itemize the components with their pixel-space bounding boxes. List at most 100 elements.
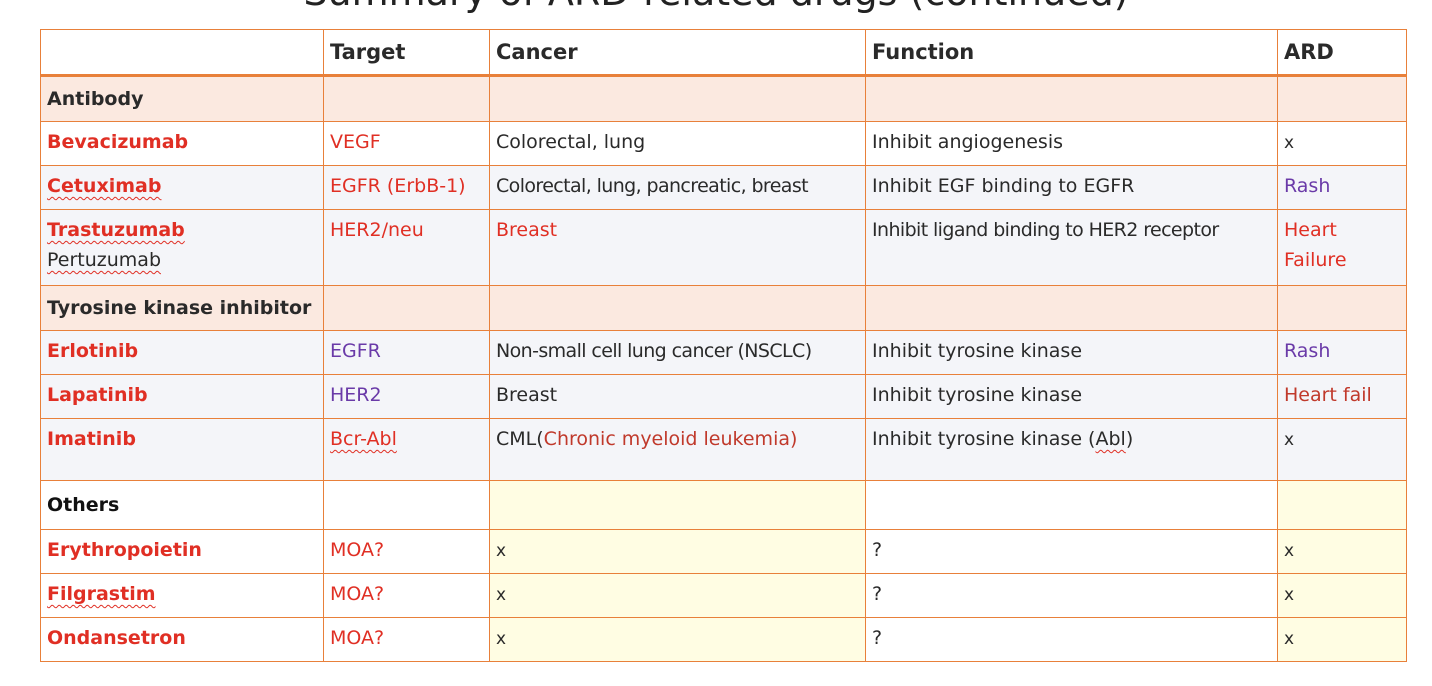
target-value: MOA? <box>330 627 385 649</box>
drug-name-cell: Bevacizumab <box>40 121 324 166</box>
ard-value: x <box>1284 541 1295 561</box>
drug-name: Erlotinib <box>47 340 139 362</box>
drug-name: Lapatinib <box>47 384 148 406</box>
cancer-cell: Colorectal, lung <box>489 121 866 166</box>
function-cell: Inhibit tyrosine kinase <box>865 374 1278 419</box>
ard-cell: Rash <box>1277 330 1407 375</box>
cancer-value: x <box>496 585 507 605</box>
function-cell: Inhibit EGF binding to EGFR <box>865 165 1278 210</box>
ard-cell: Rash <box>1277 165 1407 210</box>
drug-name-cell: Erlotinib <box>40 330 324 375</box>
section-cell <box>865 75 1278 122</box>
ard-cell: Heart fail <box>1277 374 1407 419</box>
drug-name-cell: Trastuzumab Pertuzumab <box>40 209 324 286</box>
drug-name-cell: Lapatinib <box>40 374 324 419</box>
header-row: Target Cancer Function ARD <box>40 29 1407 76</box>
cancer-cell: x <box>489 573 866 618</box>
target-value: HER2 <box>330 384 382 406</box>
ard-cell: Heart Failure <box>1277 209 1407 286</box>
target-value: HER2/neu <box>330 219 424 241</box>
section-antibody-row: Antibody <box>40 75 1407 122</box>
target-cell: HER2 <box>323 374 490 419</box>
cancer-cell: Breast <box>489 374 866 419</box>
drug-name-cell: Imatinib <box>40 418 324 481</box>
drug-name-cell: Filgrastim <box>40 573 324 618</box>
ard-value: Heart <box>1284 219 1337 241</box>
function-suffix: ) <box>1125 428 1134 450</box>
target-value: Bcr-Abl <box>330 428 397 450</box>
target-cell: MOA? <box>323 529 490 574</box>
header-target: Target <box>323 29 490 76</box>
table-row-cetuximab: Cetuximab EGFR (ErbB-1) Colorectal, lung… <box>40 165 1407 210</box>
function-abl: Abl <box>1095 428 1126 450</box>
target-cell: EGFR <box>323 330 490 375</box>
table-row-ondansetron: Ondansetron MOA? x ? x <box>40 617 1407 662</box>
target-cell: MOA? <box>323 617 490 662</box>
ard-value: x <box>1284 430 1295 450</box>
slide-title: Summary of ARD-related drugs (continued) <box>0 0 1432 14</box>
section-cell <box>1277 75 1407 122</box>
function-cell: ? <box>865 529 1278 574</box>
section-cell <box>489 480 866 530</box>
section-cell <box>1277 480 1407 530</box>
ard-value: x <box>1284 133 1295 153</box>
target-value: VEGF <box>330 131 381 153</box>
target-cell: Bcr-Abl <box>323 418 490 481</box>
ard-cell: x <box>1277 573 1407 618</box>
section-others-row: Others <box>40 480 1407 530</box>
drug-name: Bevacizumab <box>47 131 189 153</box>
table-row-trastuzumab: Trastuzumab Pertuzumab HER2/neu Breast I… <box>40 209 1407 286</box>
function-cell: ? <box>865 573 1278 618</box>
target-cell: EGFR (ErbB-1) <box>323 165 490 210</box>
function-cell: Inhibit tyrosine kinase (Abl) <box>865 418 1278 481</box>
section-others-label: Others <box>40 480 324 530</box>
drug-name-cell: Erythropoietin <box>40 529 324 574</box>
section-tki-row: Tyrosine kinase inhibitor <box>40 285 1407 331</box>
header-ard: ARD <box>1277 29 1407 76</box>
function-cell: Inhibit tyrosine kinase <box>865 330 1278 375</box>
table-row-imatinib: Imatinib Bcr-Abl CML(Chronic myeloid leu… <box>40 418 1407 481</box>
table-row-bevacizumab: Bevacizumab VEGF Colorectal, lung Inhibi… <box>40 121 1407 166</box>
section-cell <box>323 480 490 530</box>
drug-name: Trastuzumab <box>47 219 185 241</box>
ard-cell: x <box>1277 121 1407 166</box>
function-cell: Inhibit angiogenesis <box>865 121 1278 166</box>
section-cell <box>323 285 490 331</box>
cancer-value: x <box>496 629 507 649</box>
drug-name-cell: Cetuximab <box>40 165 324 210</box>
ard-cell: x <box>1277 617 1407 662</box>
cancer-value: Breast <box>496 219 558 241</box>
cancer-cell: x <box>489 617 866 662</box>
drug-name: Imatinib <box>47 428 136 450</box>
table-row-filgrastim: Filgrastim MOA? x ? x <box>40 573 1407 618</box>
table-row-lapatinib: Lapatinib HER2 Breast Inhibit tyrosine k… <box>40 374 1407 419</box>
section-cell <box>1277 285 1407 331</box>
ard-cell: x <box>1277 418 1407 481</box>
section-cell <box>489 75 866 122</box>
drug-name-cell: Ondansetron <box>40 617 324 662</box>
section-cell <box>489 285 866 331</box>
section-tki-label: Tyrosine kinase inhibitor <box>40 285 324 331</box>
ard-value: Rash <box>1284 175 1331 197</box>
ard-cell: x <box>1277 529 1407 574</box>
ard-value: x <box>1284 585 1295 605</box>
target-value: EGFR <box>330 340 381 362</box>
target-cell: VEGF <box>323 121 490 166</box>
cancer-cell: Breast <box>489 209 866 286</box>
function-cell: ? <box>865 617 1278 662</box>
drug-name: Erythropoietin <box>47 539 202 561</box>
drug-name-secondary: Pertuzumab <box>47 249 161 271</box>
table-row-erythropoietin: Erythropoietin MOA? x ? x <box>40 529 1407 574</box>
header-cancer: Cancer <box>489 29 866 76</box>
target-value: EGFR (ErbB-1) <box>330 175 466 197</box>
ard-value: Rash <box>1284 340 1331 362</box>
section-cell <box>865 480 1278 530</box>
ard-value-line2: Failure <box>1284 249 1347 271</box>
function-cell: Inhibit ligand binding to HER2 receptor <box>865 209 1278 286</box>
header-function: Function <box>865 29 1278 76</box>
drug-summary-table: Target Cancer Function ARD Antibody Beva… <box>40 29 1407 662</box>
drug-name: Ondansetron <box>47 627 186 649</box>
target-value: MOA? <box>330 583 385 605</box>
section-antibody-label: Antibody <box>40 75 324 122</box>
cancer-cell: Colorectal, lung, pancreatic, breast <box>489 165 866 210</box>
